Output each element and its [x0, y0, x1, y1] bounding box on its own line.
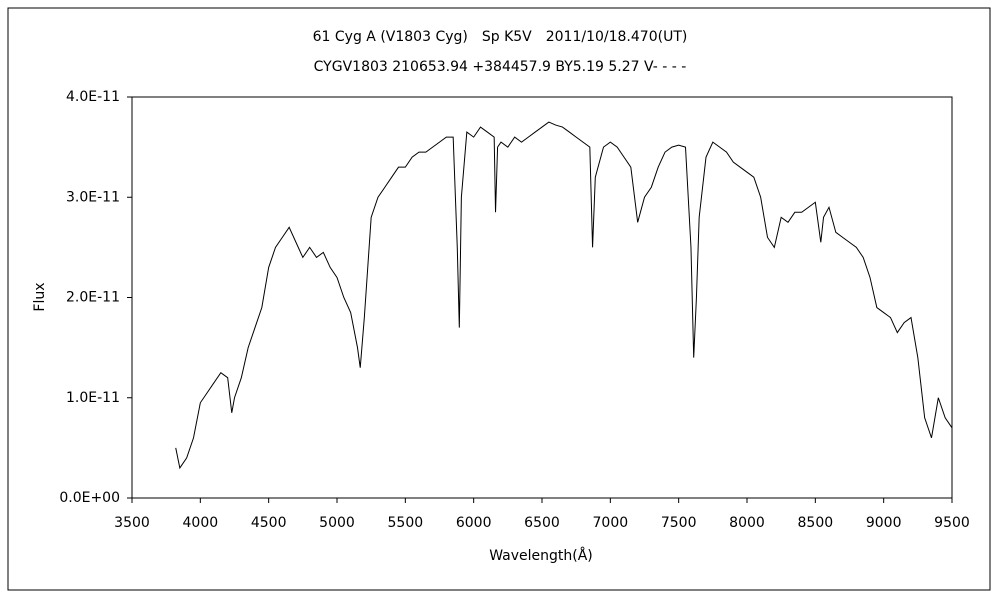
y-tick-label: 3.0E-11: [66, 189, 120, 205]
x-tick-label: 4500: [251, 515, 287, 531]
x-axis-label: Wavelength(Å): [489, 547, 593, 564]
chart-title: 61 Cyg A (V1803 Cyg) Sp K5V 2011/10/18.4…: [313, 29, 688, 45]
chart-subtitle: CYGV1803 210653.94 +384457.9 BY5.19 5.27…: [314, 59, 687, 75]
x-tick-label: 6000: [456, 515, 492, 531]
y-tick-label: 0.0E+00: [59, 490, 120, 506]
chart-frame: [7, 7, 991, 591]
y-tick-label: 2.0E-11: [66, 290, 120, 306]
x-tick-label: 5500: [388, 515, 424, 531]
x-tick-label: 6500: [524, 515, 560, 531]
x-tick-label: 7000: [593, 515, 629, 531]
x-tick-label: 9000: [866, 515, 902, 531]
x-tick-label: 4000: [183, 515, 219, 531]
x-tick-label: 7500: [661, 515, 697, 531]
x-tick-label: 9500: [934, 515, 970, 531]
y-tick-label: 4.0E-11: [66, 89, 120, 105]
x-tick-label: 8500: [798, 515, 834, 531]
x-tick-label: 3500: [114, 515, 150, 531]
y-tick-label: 1.0E-11: [66, 390, 120, 406]
y-axis-label: Flux: [32, 282, 48, 311]
x-tick-label: 5000: [319, 515, 355, 531]
x-tick-label: 8000: [729, 515, 765, 531]
spectrum-line: [175, 121, 953, 470]
plot-area: [131, 96, 953, 499]
